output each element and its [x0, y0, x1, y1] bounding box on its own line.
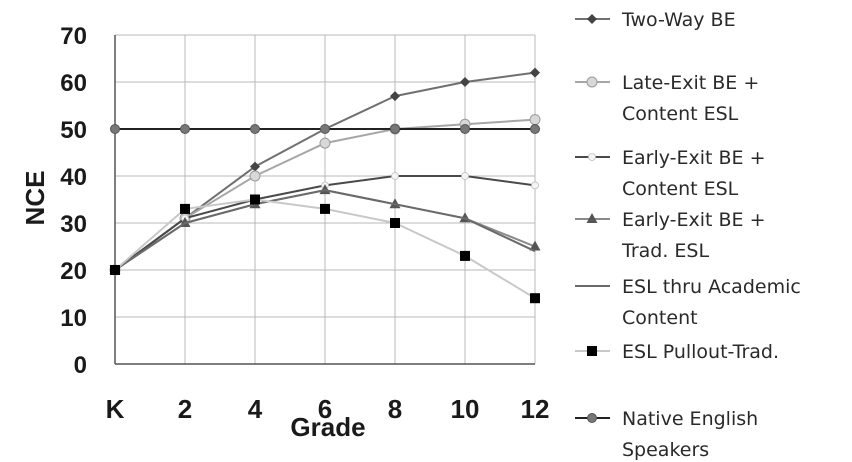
legend-swatch-marker: [588, 153, 596, 161]
data-point: [250, 161, 260, 172]
x-tick-label: 4: [248, 394, 263, 424]
legend-label: Two-Way BE: [621, 9, 736, 31]
data-point: [390, 218, 400, 228]
legend-label: Native English: [622, 408, 758, 430]
x-axis-ticks: K 2 4 6 8 10 12: [106, 394, 550, 424]
legend-swatch-marker: [586, 76, 598, 88]
x-tick-label: 8: [388, 394, 402, 424]
data-point: [390, 124, 400, 134]
x-tick-label: 10: [451, 394, 480, 424]
legend-label: Speakers: [622, 439, 709, 461]
legend-label: Late-Exit BE +: [622, 72, 759, 94]
data-point: [530, 124, 540, 134]
data-point: [319, 137, 331, 149]
legend-label: Content ESL: [622, 103, 739, 125]
x-tick-label: 12: [521, 394, 550, 424]
y-tick-label: 0: [74, 352, 87, 379]
data-point: [530, 293, 540, 304]
legend-label: ESL Pullout-Trad.: [622, 341, 779, 363]
series-5: [110, 194, 540, 304]
x-axis-title: Grade: [290, 412, 365, 442]
y-axis-title: NCE: [20, 171, 50, 226]
data-point: [530, 67, 540, 78]
data-point: [249, 170, 261, 182]
legend-entry: Early-Exit BE + Trad. ESL: [575, 209, 766, 262]
data-point: [320, 203, 330, 214]
legend-entry: ESL Pullout-Trad.: [575, 341, 779, 363]
legend-label: Trad. ESL: [621, 240, 709, 262]
data-point: [250, 124, 260, 134]
legend-label: Early-Exit BE +: [622, 147, 766, 169]
y-tick-label: 10: [60, 305, 87, 332]
data-point: [460, 124, 470, 134]
legend-swatch-marker: [587, 346, 597, 356]
legend-swatch-marker: [587, 14, 597, 24]
data-point: [250, 194, 260, 205]
y-tick-label: 40: [60, 164, 87, 191]
legend-entry: Early-Exit BE + Content ESL: [575, 147, 766, 200]
x-tick-label: K: [106, 394, 125, 424]
legend-entry: Two-Way BE: [575, 9, 736, 31]
data-point: [531, 181, 539, 190]
grid-lines: [114, 34, 536, 365]
y-tick-label: 20: [60, 258, 87, 285]
legend-label: Content: [622, 307, 698, 329]
legend-label: Early-Exit BE +: [622, 209, 766, 231]
data-point: [460, 77, 470, 87]
legend-entry: Native English Speakers: [575, 408, 758, 461]
data-point: [529, 114, 541, 126]
data-point: [180, 203, 190, 214]
legend-label: Content ESL: [622, 178, 739, 200]
legend-label: ESL thru Academic: [622, 276, 801, 298]
data-point: [529, 240, 541, 251]
data-point: [461, 172, 469, 180]
data-point: [320, 124, 330, 134]
data-point: [180, 124, 190, 134]
legend-entry: Late-Exit BE + Content ESL: [575, 72, 759, 125]
data-point: [110, 265, 120, 275]
series-6: [110, 124, 540, 134]
y-tick-label: 60: [60, 70, 87, 97]
data-point: [390, 91, 400, 102]
y-tick-label: 70: [60, 23, 87, 50]
y-tick-label: 50: [60, 117, 87, 144]
y-axis-ticks: 0 10 20 30 40 50 60 70: [60, 23, 87, 379]
legend-entry: ESL thru Academic Content: [575, 276, 801, 329]
series-4: [114, 189, 536, 271]
series-lines: [109, 67, 541, 304]
data-point: [110, 124, 120, 134]
data-point: [460, 250, 470, 261]
legend-swatch-marker: [586, 213, 598, 223]
legend-swatch-marker: [587, 413, 597, 423]
x-tick-label: 2: [178, 394, 192, 424]
series-line: [114, 189, 536, 271]
y-tick-label: 30: [60, 211, 87, 238]
x-tick-label: 6: [318, 394, 332, 424]
data-point: [391, 172, 399, 180]
